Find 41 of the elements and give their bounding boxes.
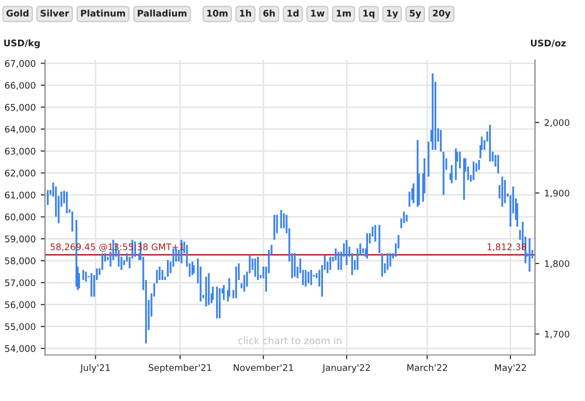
y-tick-label: 66,000 <box>5 82 36 90</box>
y-tick-label: 55,000 <box>5 323 36 331</box>
x-tick-label: May'22 <box>495 364 526 373</box>
y2-axis-title: USD/oz <box>530 40 566 48</box>
text: 10m <box>207 10 228 17</box>
text: 1m <box>336 10 351 16</box>
text: Palladium <box>138 10 186 17</box>
y-tick-label: 61,000 <box>5 192 36 200</box>
y2-tick-label: 1,700 <box>545 330 570 338</box>
annotation: click chart to zoom in <box>238 336 342 344</box>
y-axis-title: USD/kg <box>4 39 40 48</box>
text: Silver <box>40 10 70 17</box>
x-tick-label: September'21 <box>148 364 212 373</box>
y-tick-label: 54,000 <box>5 345 36 353</box>
text: 6h <box>263 10 275 17</box>
y2-tick-label: 1,900 <box>545 190 570 198</box>
y2-tick-label: 2,000 <box>544 119 570 127</box>
text: Platinum <box>81 10 126 17</box>
x-tick-label: July'21 <box>80 364 110 373</box>
y-tick-label: 59,000 <box>5 235 36 244</box>
y-tick-label: 63,000 <box>5 148 36 156</box>
y-tick-label: 62,000 <box>5 170 36 178</box>
y-tick-label: 58,000 <box>5 257 36 266</box>
text: 1w <box>311 10 324 16</box>
y-tick-label: 57,000 <box>5 279 36 288</box>
text: 20y <box>432 10 451 18</box>
text: 5y <box>410 10 422 18</box>
y-tick-label: 56,000 <box>5 301 36 310</box>
text: 1d <box>288 10 298 17</box>
y-tick-label: 64,000 <box>5 126 36 134</box>
y-tick-label: 67,000 <box>5 60 36 68</box>
text: Gold <box>6 10 28 17</box>
x-tick-label: March'22 <box>407 364 448 372</box>
y2-tick-label: 1,800 <box>545 260 570 268</box>
text: 1y <box>387 10 398 18</box>
y-tick-label: 65,000 <box>5 104 36 112</box>
text: 1q <box>363 10 374 18</box>
x-tick-label: November'21 <box>234 364 294 372</box>
x-tick-label: January'22 <box>322 364 370 373</box>
text: 1h <box>240 10 252 16</box>
y-tick-label: 60,000 <box>5 214 36 222</box>
